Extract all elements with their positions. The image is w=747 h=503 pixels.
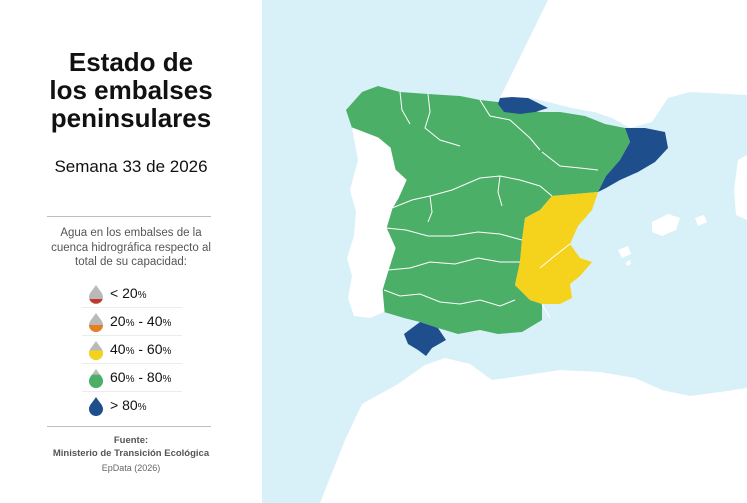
map-spain-reservoirs xyxy=(262,0,747,503)
legend-label: < 20% xyxy=(110,285,147,301)
portugal-border xyxy=(351,127,407,313)
credit: EpData (2026) xyxy=(101,463,161,473)
legend-item-60-80: 60% - 80% xyxy=(82,364,182,392)
drop-blue-icon xyxy=(89,397,103,416)
divider xyxy=(47,426,211,427)
corsica-land xyxy=(742,50,747,90)
legend-label: 40% - 60% xyxy=(110,341,172,357)
drop-red-icon xyxy=(89,285,103,304)
france-land xyxy=(500,0,747,128)
legend: < 20% 20% - 40% 40% - 60% 60% - 80% xyxy=(82,280,182,419)
basin-blue-catalonia xyxy=(598,128,668,192)
week-subtitle: Semana 33 de 2026 xyxy=(54,157,208,176)
portugal-land xyxy=(347,128,406,318)
legend-panel: Estado de los embalses peninsulares Sema… xyxy=(0,0,262,503)
legend-label: 20% - 40% xyxy=(110,313,172,329)
divider xyxy=(47,216,211,217)
drop-orange-icon xyxy=(89,313,103,332)
source: Fuente: Ministerio de Transición Ecológi… xyxy=(0,435,262,460)
basin-green xyxy=(346,86,630,334)
legend-label: > 80% xyxy=(110,397,147,413)
basin-blue-basque xyxy=(498,97,548,114)
title-line-1: Estado de xyxy=(68,47,194,77)
legend-item-gt80: > 80% xyxy=(82,392,182,419)
menorca-island xyxy=(695,215,707,226)
sardinia-land xyxy=(734,155,747,220)
basin-blue-cadiz xyxy=(404,322,446,356)
basin-boundaries xyxy=(355,91,599,319)
legend-item-40-60: 40% - 60% xyxy=(82,336,182,364)
legend-description: Agua en los embalses de la cuenca hidrog… xyxy=(51,227,211,268)
title-line-2: los embalses xyxy=(49,75,213,105)
ibiza-island xyxy=(618,246,631,258)
formentera-island xyxy=(626,260,631,266)
legend-label: 60% - 80% xyxy=(110,369,172,385)
page-title: Estado de los embalses peninsulares xyxy=(0,48,262,132)
africa-land xyxy=(320,358,747,503)
mallorca-island xyxy=(652,214,680,236)
title-line-3: peninsulares xyxy=(50,103,212,133)
source-name: Ministerio de Transición Ecológica xyxy=(52,447,210,459)
source-label: Fuente: xyxy=(113,435,149,446)
drop-green-icon xyxy=(89,369,103,388)
legend-item-lt20: < 20% xyxy=(82,280,182,308)
drop-yellow-icon xyxy=(89,341,103,360)
legend-item-20-40: 20% - 40% xyxy=(82,308,182,336)
basin-yellow xyxy=(515,192,598,304)
